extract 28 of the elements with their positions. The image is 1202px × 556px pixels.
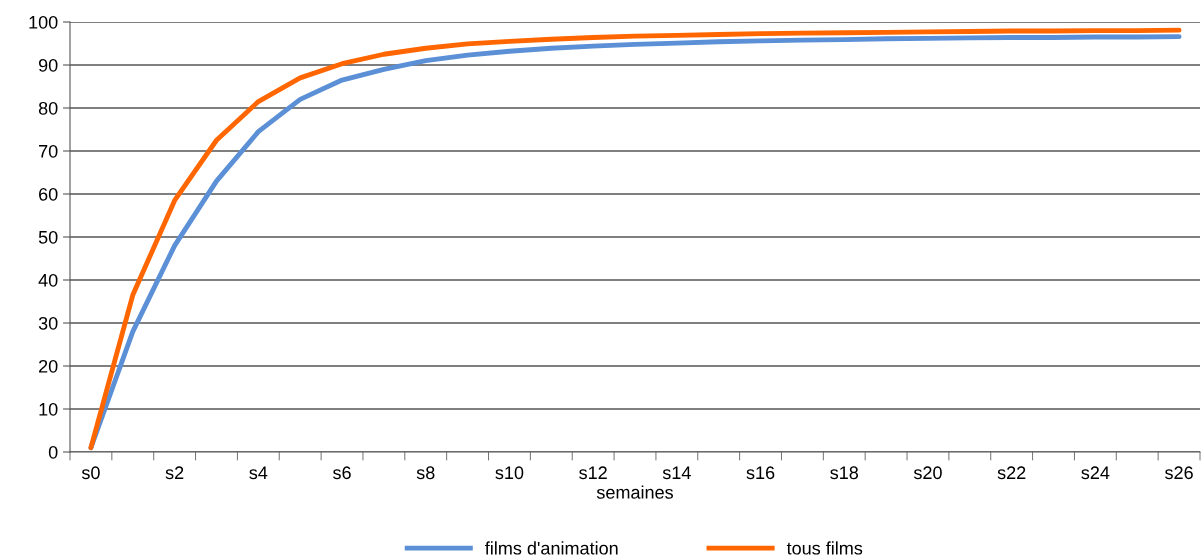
y-tick-label: 40 — [38, 273, 58, 287]
x-tick-label: s24 — [1081, 466, 1110, 480]
x-tick-label: s18 — [830, 466, 859, 480]
x-tick-label: s8 — [416, 466, 435, 480]
y-tick-label: 0 — [48, 445, 58, 459]
x-axis-title: semaines — [596, 485, 673, 499]
y-tick-label: 60 — [39, 187, 58, 201]
y-tick-label: 20 — [39, 359, 58, 373]
x-tick-label: s16 — [746, 466, 775, 480]
x-tick-label: s2 — [165, 466, 184, 480]
x-tick-label: s0 — [81, 466, 100, 480]
legend-label: films d'animation — [485, 541, 618, 555]
x-tick-label: s26 — [1165, 466, 1193, 480]
x-tick-label: s4 — [249, 466, 268, 480]
y-tick-label: 80 — [38, 101, 58, 115]
y-tick-label: 90 — [38, 58, 58, 72]
legend-label: tous films — [786, 541, 863, 555]
y-tick-label: 30 — [38, 316, 58, 330]
x-tick-label: s12 — [579, 466, 607, 480]
y-tick-label: 50 — [38, 230, 58, 244]
y-tick-label: 70 — [39, 144, 58, 158]
x-tick-label: s14 — [662, 466, 691, 480]
x-tick-label: s6 — [333, 466, 351, 480]
x-tick-label: s20 — [913, 466, 942, 480]
y-tick-label: 100 — [29, 15, 58, 29]
x-tick-label: s22 — [997, 466, 1026, 480]
y-tick-label: 10 — [39, 402, 58, 416]
x-tick-label: s10 — [495, 466, 524, 480]
